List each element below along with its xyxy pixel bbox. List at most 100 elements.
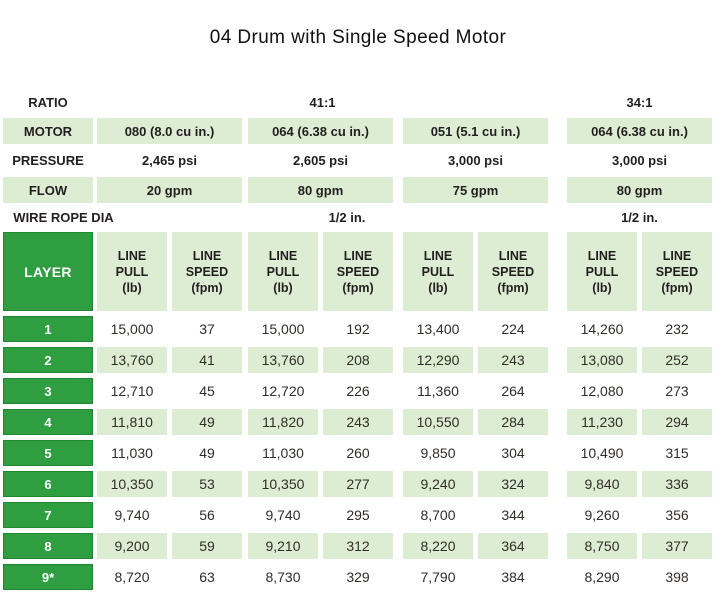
line-pull-value: 10,550	[403, 409, 473, 435]
line-pull-value: 9,840	[567, 471, 637, 497]
pressure-value-1: 2,465 psi	[142, 153, 197, 168]
line-speed-value: 264	[501, 383, 525, 399]
line-pull-value: 13,760	[97, 347, 167, 373]
header-line: (fpm)	[342, 280, 374, 295]
line-speed-value: 243	[478, 347, 548, 373]
layer-corner-header: LAYER	[3, 232, 93, 311]
header-line: (fpm)	[191, 280, 223, 295]
page-title: 04 Drum with Single Speed Motor	[209, 27, 507, 48]
line-pull-value: 9,210	[248, 533, 318, 559]
header-line: SPEED	[655, 264, 699, 279]
motor-value-2: 064 (6.38 cu in.)	[248, 118, 393, 144]
line-speed-value: 252	[642, 347, 712, 373]
line-speed-value: 45	[199, 383, 215, 399]
pressure-label: PRESSURE	[12, 153, 84, 168]
pressure-row: PRESSURE 2,465 psi 2,605 psi 3,000 psi 3…	[0, 147, 716, 174]
line-pull-value: 12,720	[261, 383, 305, 399]
line-speed-value: 53	[172, 471, 242, 497]
line-speed-value: 49	[172, 409, 242, 435]
line-pull-value: 13,400	[416, 321, 460, 337]
line-pull-value: 11,360	[417, 383, 459, 399]
line-speed-value: 364	[478, 533, 548, 559]
line-pull-value: 9,850	[420, 445, 456, 461]
header-line: PULL	[421, 264, 455, 279]
line-speed-value: 315	[665, 445, 689, 461]
header-line: PULL	[115, 264, 149, 279]
line-speed-value: 243	[323, 409, 393, 435]
line-pull-value: 15,000	[261, 321, 305, 337]
line-speed-value: 232	[665, 321, 689, 337]
line-speed-value: 377	[642, 533, 712, 559]
line-speed-value: 324	[478, 471, 548, 497]
layer-cell: 7	[3, 502, 93, 528]
line-pull-value: 11,820	[248, 409, 318, 435]
line-pull-value: 9,740	[265, 507, 301, 523]
motor-value-4: 064 (6.38 cu in.)	[567, 118, 712, 144]
line-speed-value: 273	[665, 383, 689, 399]
flow-row: FLOW 20 gpm 80 gpm 75 gpm 80 gpm	[0, 177, 716, 203]
line-pull-value: 10,350	[248, 471, 318, 497]
line-pull-value: 14,260	[580, 321, 624, 337]
table-row: 3 12,710 45 12,720 226 11,360 264 12,080 273	[0, 378, 716, 404]
line-pull-value: 9,740	[114, 507, 150, 523]
line-pull-value: 9,240	[403, 471, 473, 497]
header-line: PULL	[266, 264, 300, 279]
layer-cell: 5	[3, 440, 93, 466]
line-pull-value: 8,720	[114, 569, 150, 585]
header-line: LINE	[268, 248, 298, 263]
header-line: SPEED	[336, 264, 380, 279]
line-pull-header: LINE PULL (lb)	[248, 232, 318, 311]
header-line: LINE	[192, 248, 222, 263]
ratio-value-41: 41:1	[309, 94, 336, 110]
header-line: SPEED	[185, 264, 229, 279]
table-row: 8 9,200 59 9,210 312 8,220 364 8,750 377	[0, 533, 716, 559]
line-pull-header: LINE PULL (lb)	[403, 232, 473, 311]
wire-rope-dia-value-1: 1/2 in.	[328, 209, 366, 225]
line-pull-value: 11,030	[262, 445, 304, 461]
header-line: (fpm)	[661, 280, 693, 295]
line-pull-value: 12,080	[580, 383, 624, 399]
line-pull-value: 7,790	[420, 569, 456, 585]
layer-cell: 9*	[3, 564, 93, 590]
table-row: 7 9,740 56 9,740 295 8,700 344 9,260 356	[0, 502, 716, 528]
line-pull-value: 12,290	[403, 347, 473, 373]
line-speed-value: 312	[323, 533, 393, 559]
layer-cell: 6	[3, 471, 93, 497]
line-pull-value: 10,350	[97, 471, 167, 497]
layer-cell: 1	[3, 316, 93, 342]
line-pull-value: 8,750	[567, 533, 637, 559]
table-row: 2 13,760 41 13,760 208 12,290 243 13,080 252	[0, 347, 716, 373]
line-pull-value: 8,700	[420, 507, 456, 523]
line-speed-header: LINE SPEED (fpm)	[323, 232, 393, 311]
line-speed-value: 277	[323, 471, 393, 497]
header-line: LINE	[498, 248, 528, 263]
line-speed-value: 398	[665, 569, 689, 585]
line-pull-header: LINE PULL (lb)	[567, 232, 637, 311]
flow-label: FLOW	[3, 177, 93, 203]
flow-value-2: 80 gpm	[248, 177, 393, 203]
line-speed-value: 284	[478, 409, 548, 435]
line-pull-value: 12,710	[110, 383, 154, 399]
line-pull-value: 8,730	[265, 569, 301, 585]
flow-value-1: 20 gpm	[97, 177, 242, 203]
ratio-label: RATIO	[28, 94, 68, 110]
line-speed-value: 344	[501, 507, 525, 523]
layer-cell: 8	[3, 533, 93, 559]
line-pull-value: 10,490	[580, 445, 624, 461]
flow-value-4: 80 gpm	[567, 177, 712, 203]
line-pull-value: 9,260	[584, 507, 620, 523]
layer-cell: 2	[3, 347, 93, 373]
line-speed-value: 384	[501, 569, 525, 585]
line-speed-value: 356	[665, 507, 689, 523]
header-line: LINE	[662, 248, 692, 263]
header-line: (lb)	[122, 280, 142, 295]
table-row: 1 15,000 37 15,000 192 13,400 224 14,260 232	[0, 316, 716, 342]
line-speed-value: 59	[172, 533, 242, 559]
line-speed-value: 63	[199, 569, 215, 585]
motor-value-3: 051 (5.1 cu in.)	[403, 118, 548, 144]
line-speed-value: 41	[172, 347, 242, 373]
table-row: 6 10,350 53 10,350 277 9,240 324 9,840 336	[0, 471, 716, 497]
line-speed-value: 192	[346, 321, 370, 337]
line-speed-value: 56	[199, 507, 215, 523]
